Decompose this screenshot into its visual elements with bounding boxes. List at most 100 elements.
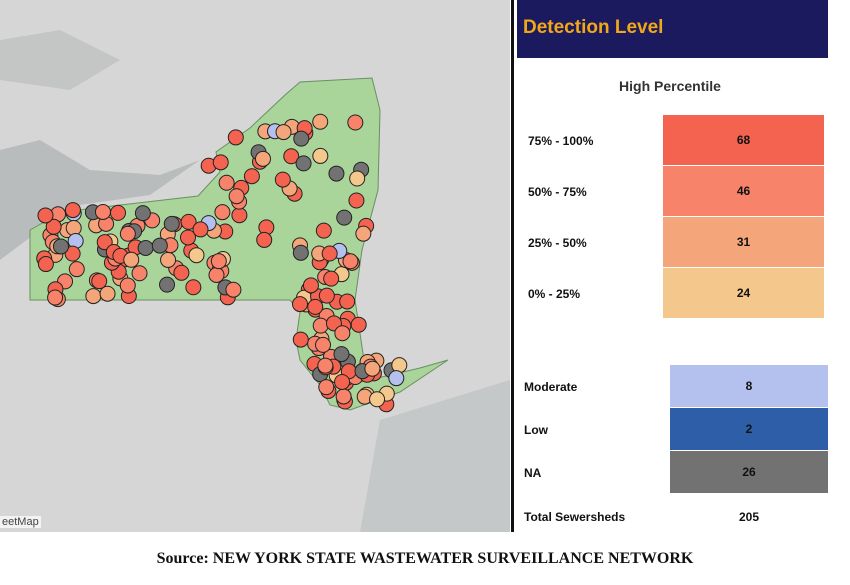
site-marker (275, 124, 292, 141)
row-label: Moderate (524, 380, 578, 394)
legend-header: Detection Level (517, 0, 828, 58)
site-marker (228, 188, 245, 205)
map-credit: eetMap (0, 516, 41, 528)
site-marker (348, 192, 365, 209)
water (0, 30, 120, 90)
site-marker (179, 229, 196, 246)
ocean (360, 380, 510, 532)
site-marker (64, 245, 81, 262)
site-marker (64, 202, 81, 219)
site-marker (243, 168, 260, 185)
site-marker (328, 165, 345, 182)
row-label: Low (524, 423, 548, 437)
site-marker (335, 388, 352, 405)
site-marker (302, 277, 319, 294)
row-label: 0% - 25% (528, 287, 581, 301)
site-marker (312, 113, 329, 130)
row-count: 26 (670, 451, 828, 493)
site-marker (388, 370, 405, 387)
site-marker (180, 213, 197, 230)
legend-title: Detection Level (523, 17, 664, 38)
site-marker (37, 256, 54, 273)
site-marker (85, 288, 102, 305)
site-marker (312, 147, 329, 164)
site-marker (91, 273, 108, 290)
site-marker (317, 357, 334, 374)
site-marker (318, 379, 335, 396)
site-marker (94, 203, 111, 220)
site-marker (163, 215, 180, 232)
site-marker (192, 221, 209, 238)
site-marker (110, 204, 127, 221)
site-marker (307, 298, 324, 315)
site-marker (47, 289, 64, 306)
site-marker (349, 170, 366, 187)
site-marker (315, 336, 332, 353)
site-markers (36, 113, 408, 413)
map (0, 0, 510, 532)
row-count: 24 (663, 268, 824, 318)
site-marker (369, 391, 386, 408)
site-marker (274, 171, 291, 188)
row-count: 68 (663, 115, 824, 165)
site-marker (321, 245, 338, 262)
site-marker (131, 265, 148, 282)
row-count: 8 (670, 365, 828, 407)
site-marker (119, 225, 136, 242)
site-marker (212, 154, 229, 171)
site-marker (123, 251, 140, 268)
site-marker (334, 325, 351, 342)
site-marker (218, 174, 235, 191)
site-marker (336, 209, 353, 226)
site-marker (188, 247, 205, 264)
row-label: NA (524, 466, 542, 480)
site-marker (173, 264, 190, 281)
row-label: 75% - 100% (528, 134, 594, 148)
total-count: 205 (738, 510, 760, 524)
site-marker (342, 253, 359, 270)
site-marker (315, 222, 332, 239)
site-marker (208, 266, 225, 283)
site-marker (210, 253, 227, 270)
site-marker (318, 287, 335, 304)
site-marker (134, 205, 151, 222)
site-marker (137, 239, 154, 256)
site-marker (364, 360, 381, 377)
site-marker (37, 207, 54, 224)
site-marker (292, 296, 309, 313)
site-marker (255, 150, 272, 167)
site-marker (159, 276, 176, 293)
site-marker (391, 357, 408, 374)
site-marker (52, 238, 69, 255)
legend-subtitle: High Percentile (619, 78, 721, 94)
divider (511, 0, 514, 532)
row-count: 31 (663, 217, 824, 267)
site-marker (333, 346, 350, 363)
site-marker (283, 148, 300, 165)
source: Source: NEW YORK STATE WASTEWATER SURVEI… (156, 550, 694, 567)
site-marker (339, 293, 356, 310)
site-marker (347, 114, 364, 131)
row-count: 46 (663, 166, 824, 216)
site-marker (312, 317, 329, 334)
site-marker (292, 244, 309, 261)
site-marker (334, 373, 351, 390)
total-label: Total Sewersheds (524, 510, 626, 524)
row-count: 2 (670, 408, 828, 450)
site-marker (295, 155, 312, 172)
site-marker (151, 237, 168, 254)
site-marker (292, 331, 309, 348)
lake (0, 140, 200, 260)
site-marker (256, 231, 273, 248)
site-marker (68, 261, 85, 278)
site-marker (45, 218, 62, 235)
row-label: 50% - 75% (528, 185, 587, 199)
site-marker (214, 204, 231, 221)
site-marker (119, 277, 136, 294)
site-marker (160, 251, 177, 268)
site-marker (293, 130, 310, 147)
row-label: 25% - 50% (528, 236, 587, 250)
site-marker (225, 281, 242, 298)
site-marker (231, 207, 248, 224)
